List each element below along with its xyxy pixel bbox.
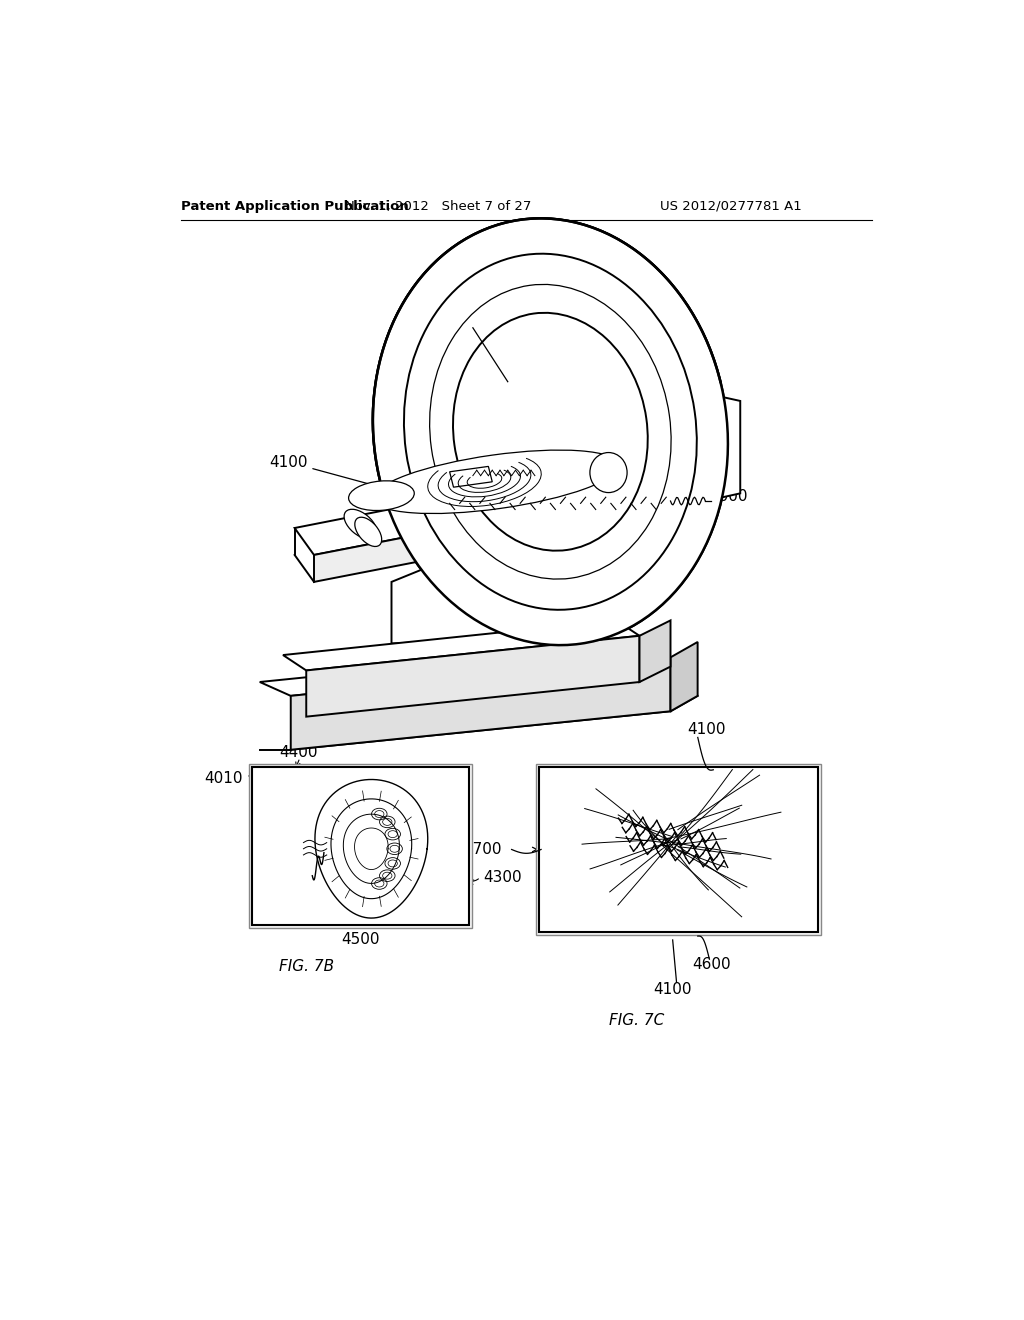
Polygon shape (283, 620, 640, 671)
Text: Nov. 1, 2012   Sheet 7 of 27: Nov. 1, 2012 Sheet 7 of 27 (345, 199, 531, 213)
Bar (252, 767, 469, 924)
Text: 4000: 4000 (710, 488, 748, 504)
Ellipse shape (590, 453, 627, 492)
Ellipse shape (373, 218, 728, 645)
Text: 400: 400 (446, 313, 476, 327)
Polygon shape (647, 459, 671, 512)
Bar (539, 767, 818, 932)
Ellipse shape (403, 253, 696, 610)
Text: 4100: 4100 (653, 982, 692, 998)
Polygon shape (391, 512, 562, 644)
Polygon shape (306, 636, 640, 717)
Text: FIG. 7A: FIG. 7A (395, 659, 450, 675)
Text: 4300: 4300 (483, 870, 521, 884)
Polygon shape (291, 657, 671, 750)
Text: US 2012/0277781 A1: US 2012/0277781 A1 (660, 199, 802, 213)
Text: FIG. 7C: FIG. 7C (609, 1014, 664, 1028)
Text: FIG. 7B: FIG. 7B (279, 960, 334, 974)
Text: 4010: 4010 (204, 771, 243, 785)
Ellipse shape (348, 480, 415, 511)
Ellipse shape (450, 310, 651, 553)
Text: 4700: 4700 (463, 842, 502, 857)
Text: 4500: 4500 (341, 932, 380, 948)
Polygon shape (450, 466, 493, 487)
Ellipse shape (430, 284, 671, 579)
Polygon shape (295, 459, 671, 554)
Polygon shape (260, 644, 671, 696)
Polygon shape (314, 486, 671, 582)
Polygon shape (640, 620, 671, 682)
Ellipse shape (453, 313, 648, 550)
Polygon shape (671, 642, 697, 711)
Text: 4400: 4400 (280, 746, 317, 760)
Text: 4600: 4600 (692, 957, 731, 972)
Ellipse shape (354, 517, 382, 546)
Ellipse shape (403, 253, 696, 610)
Text: 4100: 4100 (269, 455, 308, 470)
Text: Patent Application Publication: Patent Application Publication (180, 199, 409, 213)
Bar (249, 763, 472, 928)
Polygon shape (706, 393, 740, 502)
Ellipse shape (374, 450, 618, 513)
Text: 4100: 4100 (687, 722, 725, 738)
Ellipse shape (373, 218, 728, 645)
Ellipse shape (424, 280, 677, 583)
Bar (536, 763, 821, 936)
Ellipse shape (344, 510, 377, 539)
